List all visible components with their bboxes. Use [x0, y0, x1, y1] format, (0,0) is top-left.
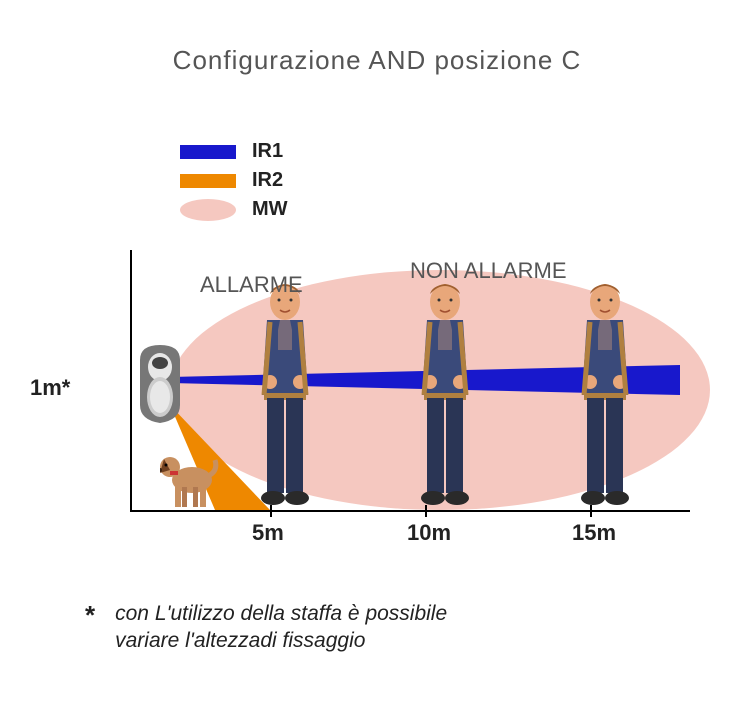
footnote: * con L'utilizzo della staffa è possibil…	[85, 600, 447, 655]
legend-label-ir2: IR2	[252, 169, 283, 192]
zone-label-allarme: ALLARME	[200, 272, 303, 298]
footnote-text: con L'utilizzo della staffa è possibile …	[115, 600, 447, 655]
legend-swatch-mw	[180, 199, 236, 221]
chart-area: ALLARME NON ALLARME 1m* 5m10m15m	[90, 250, 700, 530]
person-figure-icon	[400, 280, 490, 510]
sensor-device-icon	[135, 345, 185, 425]
person-figure-icon	[560, 280, 650, 510]
x-tick-mark	[425, 505, 427, 517]
legend-swatch-ir1	[180, 145, 236, 159]
footnote-line-1: con L'utilizzo della staffa è possibile	[115, 602, 447, 625]
person-figure-icon	[240, 280, 330, 510]
legend-label-mw: MW	[252, 198, 288, 221]
x-tick-label: 10m	[407, 520, 451, 546]
x-tick-mark	[270, 505, 272, 517]
legend-swatch-ir2	[180, 174, 236, 188]
footnote-line-2: variare l'altezzadi fissaggio	[115, 629, 365, 652]
zone-label-non-allarme: NON ALLARME	[410, 258, 567, 284]
y-axis	[130, 250, 132, 510]
page-title: Configurazione AND posizione C	[0, 45, 754, 76]
x-tick-label: 15m	[572, 520, 616, 546]
dog-icon	[160, 445, 220, 510]
legend-row-ir1: IR1	[180, 140, 288, 163]
y-axis-label: 1m*	[30, 375, 70, 401]
footnote-symbol: *	[85, 600, 95, 631]
x-axis	[130, 510, 690, 512]
legend: IR1 IR2 MW	[180, 140, 288, 227]
x-tick-label: 5m	[252, 520, 284, 546]
x-tick-mark	[590, 505, 592, 517]
legend-row-mw: MW	[180, 198, 288, 221]
legend-label-ir1: IR1	[252, 140, 283, 163]
legend-row-ir2: IR2	[180, 169, 288, 192]
